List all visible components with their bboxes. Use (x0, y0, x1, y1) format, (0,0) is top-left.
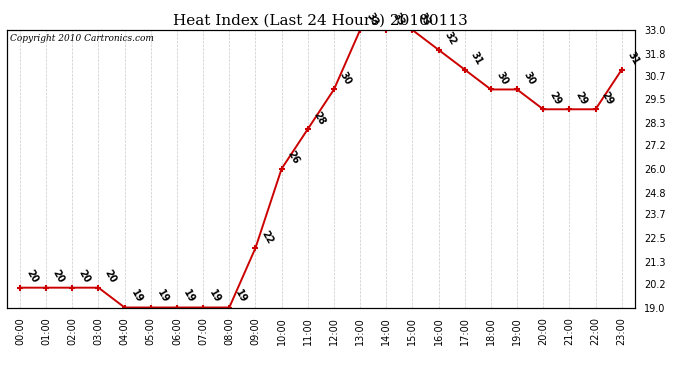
Text: 19: 19 (233, 288, 249, 305)
Text: 19: 19 (155, 288, 170, 305)
Text: 20: 20 (50, 268, 66, 285)
Text: 26: 26 (286, 149, 301, 166)
Text: 20: 20 (77, 268, 92, 285)
Text: 28: 28 (312, 110, 328, 126)
Text: 32: 32 (443, 30, 458, 47)
Text: 31: 31 (469, 50, 484, 67)
Text: 29: 29 (573, 90, 589, 106)
Text: 30: 30 (495, 70, 511, 87)
Text: 19: 19 (129, 288, 144, 305)
Text: 22: 22 (259, 229, 275, 245)
Text: 29: 29 (600, 90, 615, 106)
Text: 33: 33 (417, 10, 432, 27)
Title: Heat Index (Last 24 Hours) 20100113: Heat Index (Last 24 Hours) 20100113 (173, 13, 469, 27)
Text: 33: 33 (364, 10, 380, 27)
Text: 30: 30 (338, 70, 353, 87)
Text: Copyright 2010 Cartronics.com: Copyright 2010 Cartronics.com (10, 34, 154, 43)
Text: 19: 19 (207, 288, 223, 305)
Text: 20: 20 (103, 268, 118, 285)
Text: 20: 20 (24, 268, 39, 285)
Text: 19: 19 (181, 288, 197, 305)
Text: 31: 31 (626, 50, 641, 67)
Text: 29: 29 (547, 90, 563, 106)
Text: 30: 30 (521, 70, 537, 87)
Text: 33: 33 (391, 10, 406, 27)
